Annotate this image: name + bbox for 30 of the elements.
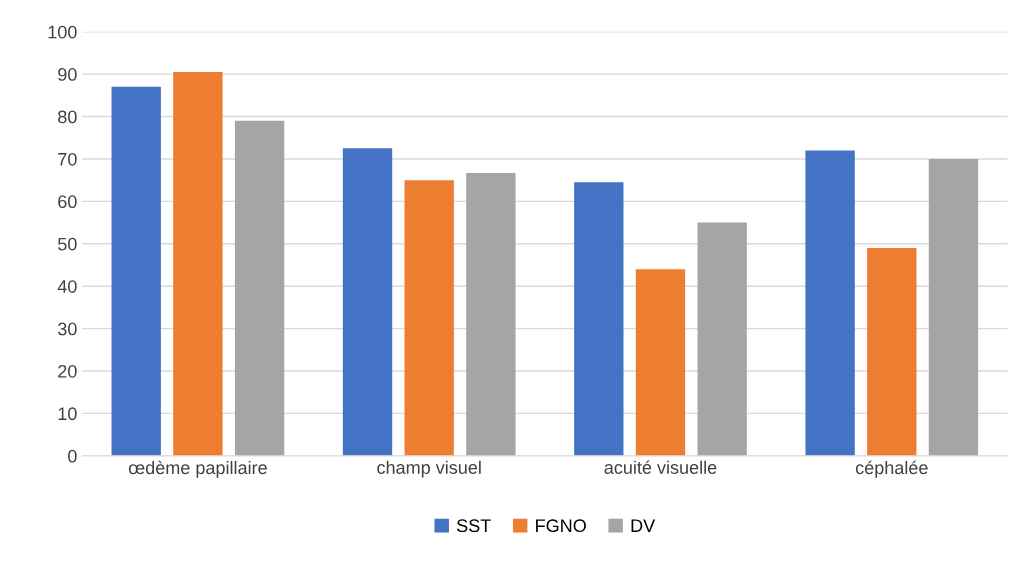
- x-tick-label: céphalée: [855, 460, 928, 478]
- bar: [697, 222, 747, 456]
- x-tick-label: œdème papillaire: [128, 460, 267, 478]
- bar: [928, 158, 979, 456]
- y-tick-label: 50: [58, 237, 77, 251]
- y-tick-label: 0: [68, 449, 77, 463]
- bar: [867, 248, 917, 456]
- bar: [466, 172, 516, 456]
- y-tick-label: 20: [58, 364, 77, 378]
- y-tick-label: 60: [58, 195, 77, 209]
- legend-label: DV: [631, 519, 656, 532]
- y-tick-label: 40: [57, 280, 77, 293]
- x-tick-label: acuité visuelle: [604, 460, 717, 474]
- bar: [234, 120, 285, 456]
- y-tick-label: 70: [58, 152, 77, 166]
- y-tick-label: 100: [48, 25, 77, 39]
- bar: [342, 148, 393, 456]
- bar: [111, 86, 161, 456]
- bar: [574, 182, 624, 456]
- bar: [404, 180, 454, 456]
- bar: [173, 72, 223, 456]
- y-tick-label: 10: [58, 407, 77, 421]
- bar: [635, 269, 686, 456]
- legend-label: FGNO: [536, 519, 586, 533]
- y-tick-label: 80: [58, 110, 77, 124]
- legend-label: SST: [456, 519, 491, 533]
- x-tick-label: champ visuel: [377, 460, 481, 478]
- y-tick-label: 90: [58, 68, 77, 81]
- bar: [805, 150, 855, 456]
- y-tick-label: 30: [57, 322, 77, 336]
